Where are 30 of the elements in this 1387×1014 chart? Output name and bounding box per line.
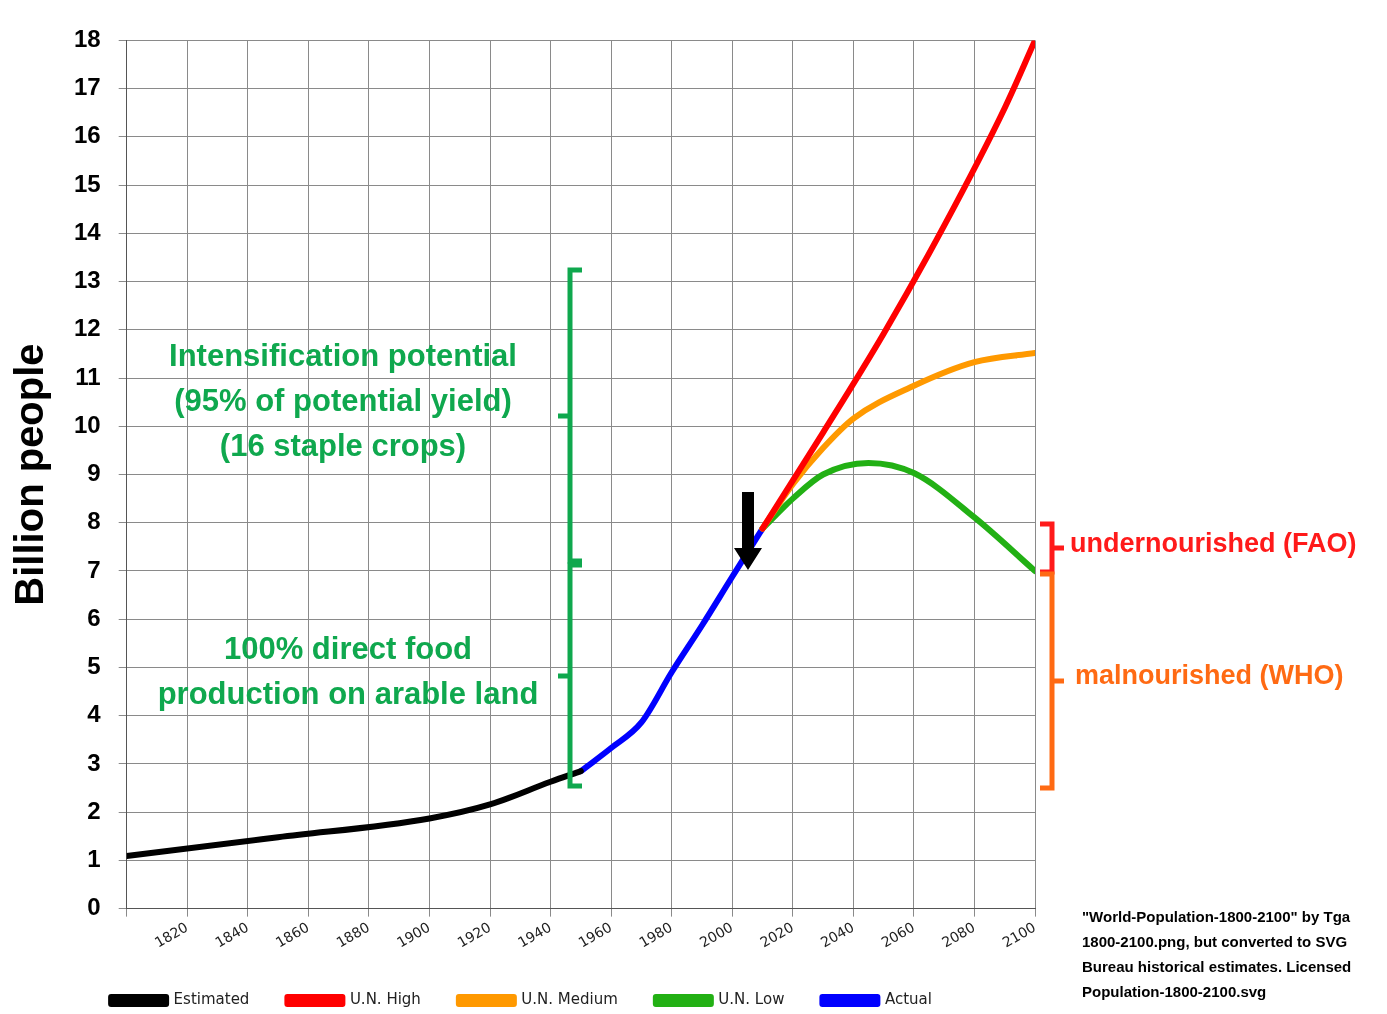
y-tick-label: 17 (73, 73, 101, 101)
annotation: Intensification potential (95% of potential yield) (16 staple crops) (169, 337, 517, 463)
y-axis-title: Billion people (7, 343, 52, 606)
y-tick-label: 12 (73, 314, 101, 342)
y-tick-label: 5 (87, 652, 101, 680)
y-tick-label: 11 (75, 362, 101, 390)
y-tick-label: 14 (73, 217, 102, 245)
y-tick-label: 6 (87, 603, 101, 631)
y-tick-label: 4 (87, 700, 102, 728)
y-tick-label: 10 (73, 410, 101, 438)
text: "World-Population-1800-2100" by Tga 1800-2100.png, but converted to SVG Bureau historical estimates. Licensed Population-1800-2100.svg (1082, 908, 1352, 1001)
y-tick-label: 8 (87, 507, 101, 535)
legend-label: Estimated (173, 990, 250, 1009)
y-tick-label: 18 (73, 25, 101, 53)
y-tick-label: 3 (87, 748, 101, 776)
text: malnourished (WHO) (1075, 660, 1344, 691)
y-tick-label: 0 (87, 893, 101, 921)
y-tick-label: 13 (73, 266, 101, 294)
legend-label: U.N. High (349, 990, 421, 1009)
y-tick-label: 7 (87, 555, 101, 583)
legend-label: Actual (884, 990, 932, 1009)
y-tick-label: 2 (87, 796, 101, 824)
legend-label: U.N. Low (718, 990, 785, 1009)
text: undernourished (FAO) (1070, 528, 1357, 559)
y-tick-label: 1 (87, 845, 101, 873)
y-tick-label: 16 (73, 121, 101, 149)
annotation: 100% direct food production on arable land (157, 630, 539, 711)
legend-label: U.N. Medium (521, 990, 618, 1009)
y-tick-label: 9 (87, 459, 101, 487)
y-tick-label: 15 (73, 169, 101, 197)
